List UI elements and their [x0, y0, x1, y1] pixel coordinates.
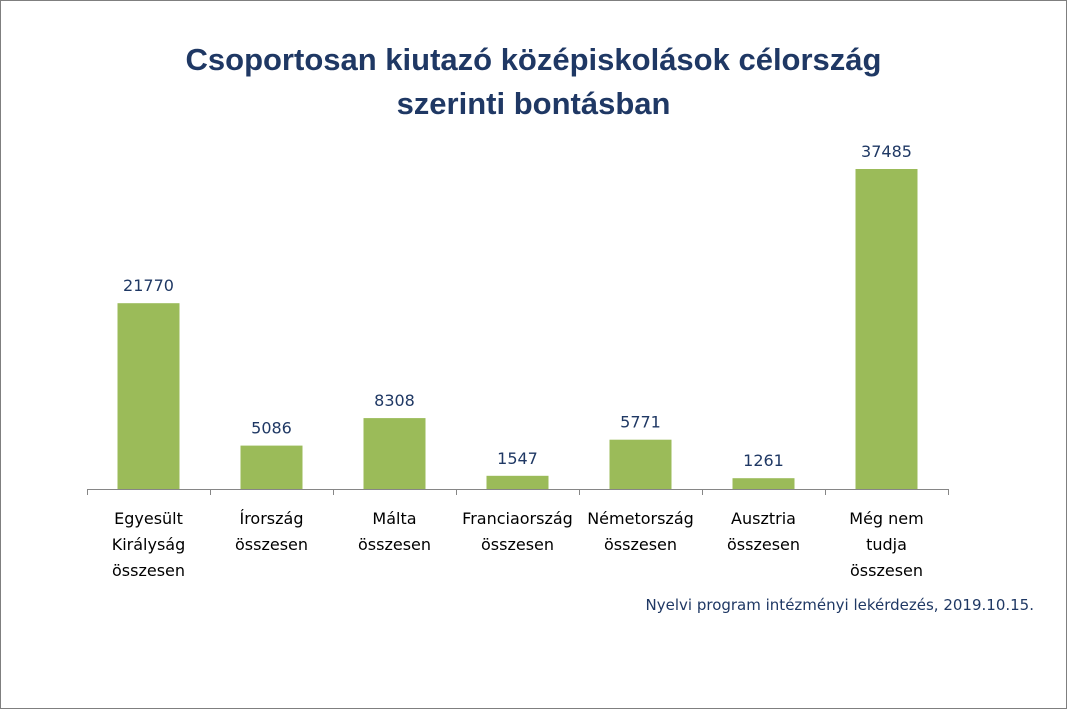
bar: [117, 303, 180, 489]
bar: [855, 169, 918, 489]
bar-value-label: 5771: [620, 413, 661, 432]
bar-value-label: 8308: [374, 391, 415, 410]
source-note: Nyelvi program intézményi lekérdezés, 20…: [645, 596, 1034, 614]
category-label: Németország: [587, 509, 694, 528]
category-label: összesen: [727, 535, 800, 554]
category-label: összesen: [358, 535, 431, 554]
category-label: összesen: [235, 535, 308, 554]
bar-value-label: 5086: [251, 419, 292, 438]
bar-value-label: 1547: [497, 449, 538, 468]
bar: [732, 478, 795, 489]
category-label: Királyság: [112, 535, 186, 554]
bar: [609, 439, 672, 489]
category-label: Málta: [372, 509, 416, 528]
category-label: Franciaország: [462, 509, 573, 528]
chart-title-line-2: szerinti bontásban: [396, 86, 671, 121]
category-label: Ausztria: [731, 509, 796, 528]
chart-title-line-1: Csoportosan kiutazó középiskolások célor…: [185, 42, 882, 77]
category-label: összesen: [850, 561, 923, 580]
bar-value-label: 37485: [861, 142, 912, 161]
bar-value-label: 1261: [743, 451, 784, 470]
category-label: Egyesült: [114, 509, 183, 528]
category-label: Írország: [239, 509, 303, 528]
bar: [240, 445, 303, 489]
chart-title: Csoportosan kiutazó középiskolások célor…: [0, 38, 1067, 126]
category-label: összesen: [604, 535, 677, 554]
category-label: összesen: [112, 561, 185, 580]
bar-value-label: 21770: [123, 276, 174, 295]
bar: [363, 418, 426, 489]
bar: [486, 475, 549, 489]
category-label: tudja: [866, 535, 907, 554]
category-label: Még nem: [849, 509, 923, 528]
category-label: összesen: [481, 535, 554, 554]
